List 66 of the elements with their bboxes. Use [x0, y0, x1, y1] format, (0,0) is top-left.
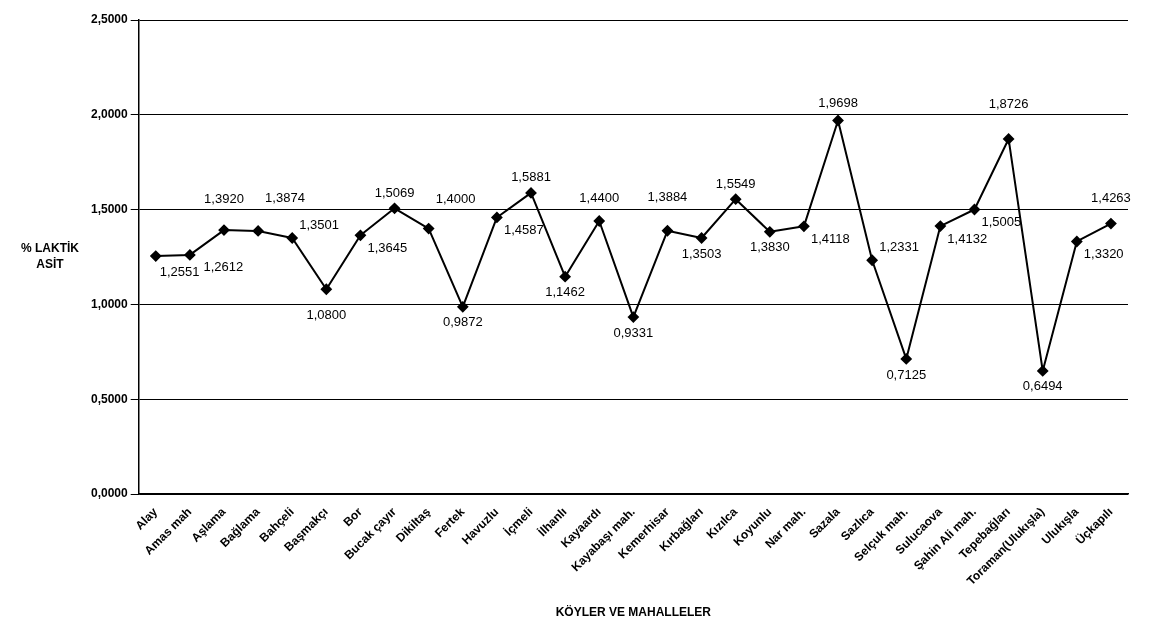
data-label: 1,5069	[374, 184, 415, 200]
y-tick-label: 1,5000	[91, 201, 129, 216]
y-axis-title: % LAKTİK ASİT	[21, 240, 80, 272]
y-tick-label: 0,0000	[91, 486, 129, 501]
data-label: 1,1462	[545, 284, 586, 300]
point	[764, 226, 776, 238]
point	[320, 283, 332, 295]
point	[593, 215, 605, 227]
data-label: 1,4400	[579, 189, 620, 205]
point	[1003, 133, 1015, 145]
data-label: 1,5549	[715, 175, 756, 191]
point	[730, 193, 742, 205]
data-label: 1,3501	[299, 216, 339, 232]
data-label: 1,5881	[511, 169, 551, 185]
data-label: 1,8726	[988, 95, 1029, 111]
point	[252, 225, 264, 237]
point	[218, 224, 230, 236]
data-label: 0,7125	[886, 366, 927, 382]
y-tick-label: 2,5000	[91, 12, 129, 27]
y-tick-label: 0,5000	[91, 391, 129, 406]
data-label: 0,9331	[613, 324, 654, 340]
point	[798, 220, 810, 232]
point	[286, 232, 298, 244]
point	[934, 220, 946, 232]
data-label: 0,9872	[442, 314, 483, 330]
data-label: 1,3645	[367, 239, 408, 255]
point	[150, 250, 162, 262]
x-axis-title: KÖYLER VE MAHALLELER	[555, 604, 712, 620]
data-label: 1,3320	[1083, 246, 1124, 262]
data-label: 1,3884	[647, 189, 688, 205]
data-label: 1,3874	[265, 189, 305, 205]
x-tick-label: Bor	[340, 504, 366, 530]
point	[525, 187, 537, 199]
data-label: 0,6494	[1022, 378, 1063, 394]
data-label: 1,4263	[1091, 190, 1131, 206]
point	[1071, 235, 1083, 247]
data-label: 1,3920	[204, 190, 244, 206]
point	[1037, 365, 1049, 377]
data-label: 1,2551	[159, 263, 200, 279]
data-label: 1,4000	[435, 191, 476, 207]
point	[423, 223, 435, 235]
point	[559, 271, 571, 283]
point	[457, 301, 469, 313]
point	[491, 211, 503, 223]
point	[900, 353, 912, 365]
data-label: 1,4587	[503, 222, 544, 238]
y-tick-label: 2,0000	[91, 107, 129, 122]
data-label: 1,0800	[306, 306, 347, 322]
data-label: 1,9698	[818, 95, 858, 111]
point	[389, 202, 401, 214]
point	[696, 232, 708, 244]
data-label: 1,3503	[681, 245, 722, 261]
point	[832, 115, 844, 127]
point	[866, 254, 878, 266]
point	[661, 225, 673, 237]
data-label: 1,2612	[203, 259, 244, 275]
point	[1105, 218, 1117, 230]
point	[968, 204, 980, 216]
data-label: 1,2331	[879, 238, 919, 254]
y-tick-label: 1,0000	[91, 296, 129, 311]
data-label: 1,3830	[749, 239, 790, 255]
point	[354, 229, 366, 241]
point	[627, 311, 639, 323]
data-label: 1,4118	[810, 230, 850, 246]
point	[184, 249, 196, 261]
data-label: 1,4132	[947, 230, 988, 246]
